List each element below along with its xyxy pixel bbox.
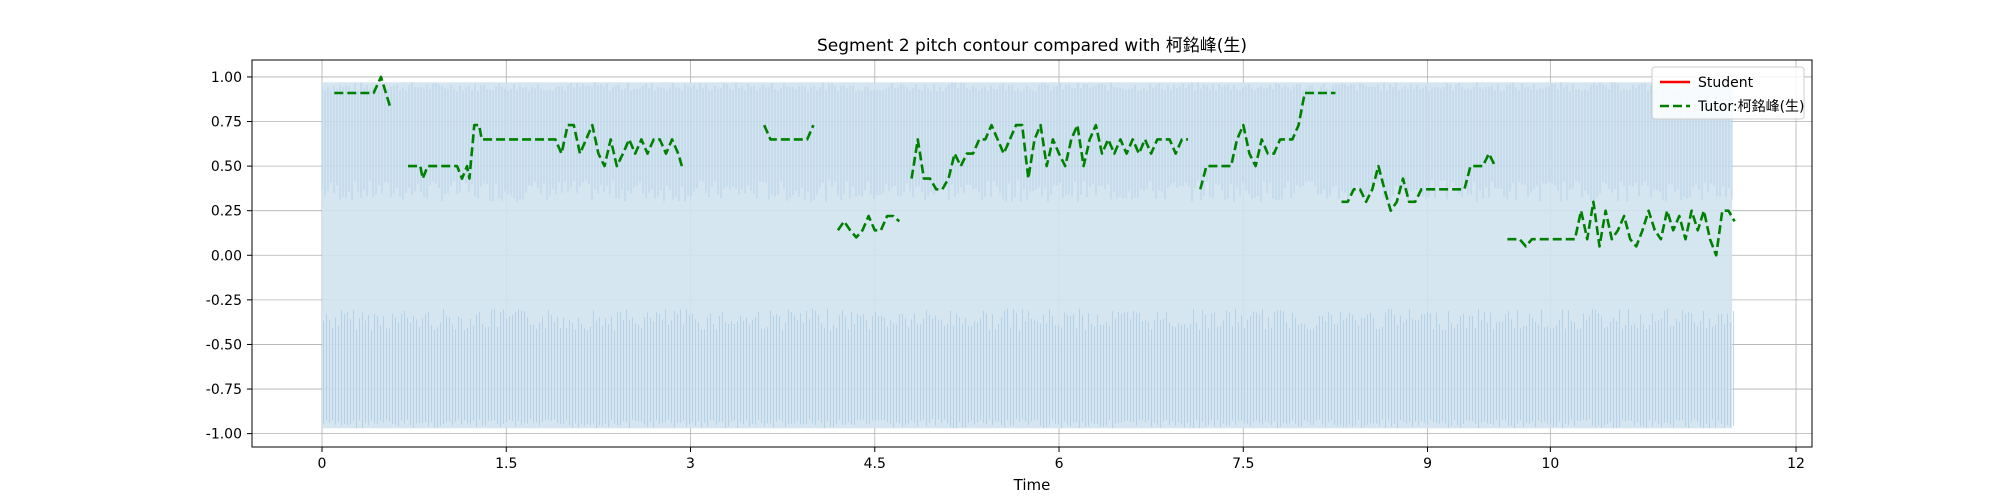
- y-axis-ticks: 1.00 0.75 0.50 0.25 0.00 -0.25 -0.50 -0.75 -1.00: [206, 70, 252, 443]
- x-tick-label: 4.5: [864, 456, 886, 472]
- tutor-pitch-line: [910, 123, 1188, 191]
- x-tick-label: 10: [1541, 456, 1559, 472]
- y-tick-label: -0.50: [206, 337, 242, 353]
- tutor-pitch-line: [1199, 91, 1336, 190]
- y-tick-label: -0.75: [206, 382, 242, 398]
- chart-title: Segment 2 pitch contour compared with 柯銘…: [817, 36, 1247, 56]
- tutor-pitch-line: [836, 214, 901, 239]
- y-tick-label: 0.75: [211, 115, 242, 131]
- x-tick-label: 12: [1787, 456, 1805, 472]
- y-tick-label: 0.50: [211, 159, 242, 175]
- x-tick-label: 0: [318, 456, 327, 472]
- x-tick-label: 6: [1055, 456, 1064, 472]
- y-tick-label: 1.00: [211, 70, 242, 86]
- tutor-pitch-line: [1507, 200, 1736, 257]
- y-tick-label: -1.00: [206, 427, 242, 443]
- x-tick-label: 1.5: [495, 456, 517, 472]
- waveform-trace: [321, 82, 1734, 429]
- tutor-pitch-line: [763, 124, 815, 141]
- legend-label: Tutor:柯銘峰(生): [1697, 99, 1805, 115]
- plot-frame: [251, 59, 1813, 448]
- audio-waveform: [321, 82, 1734, 429]
- y-tick-label: 0.00: [211, 248, 242, 264]
- x-tick-label: 3: [686, 456, 695, 472]
- tutor-pitch-line: [1341, 152, 1497, 212]
- tutor-pitch-line: [408, 123, 684, 180]
- tutor-pitch-line: [334, 75, 393, 110]
- x-axis-ticks: 0 1.5 3 4.5 6 7.5 9 10 12: [318, 447, 1805, 472]
- legend: Student Tutor:柯銘峰(生): [1651, 66, 1805, 120]
- x-tick-label: 7.5: [1232, 456, 1254, 472]
- x-axis-title: Time: [1013, 476, 1051, 494]
- pitch-series: [334, 75, 1736, 257]
- y-tick-label: 0.25: [211, 204, 242, 220]
- legend-label: Student: [1698, 75, 1754, 91]
- x-tick-label: 9: [1423, 456, 1432, 472]
- y-tick-label: -0.25: [206, 293, 242, 309]
